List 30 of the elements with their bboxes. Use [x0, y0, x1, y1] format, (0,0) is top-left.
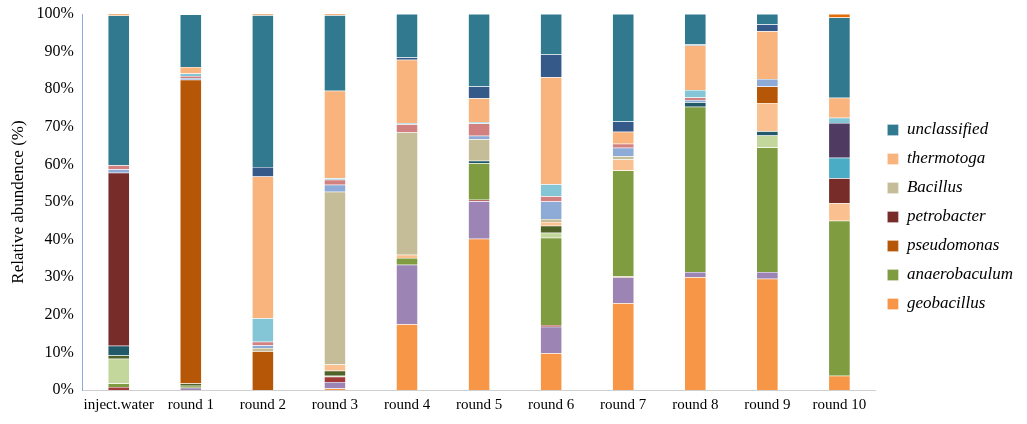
x-tick-label: round 7	[600, 395, 647, 412]
y-axis-title: Relative abundence (%)	[7, 120, 27, 284]
x-tick-label: round 5	[455, 395, 503, 412]
legend-label: thermotoga	[906, 148, 986, 168]
y-tick-label: 20%	[44, 305, 74, 322]
y-tick-label: 100%	[36, 4, 74, 22]
y-tick-label: 40%	[44, 229, 74, 247]
y-tick-label: 70%	[44, 117, 74, 134]
legend-label: geobacillus	[906, 293, 986, 313]
x-tick-label: round 2	[239, 395, 287, 412]
legend-label: anaerobaculum	[906, 264, 1013, 284]
y-tick-label: 50%	[44, 192, 74, 210]
y-tick-label: 30%	[44, 267, 74, 285]
x-tick-label: round 6	[528, 395, 575, 412]
legend-label: Bacillus	[906, 177, 964, 197]
legend-label: unclassified	[906, 119, 989, 139]
x-tick-label: round 8	[672, 395, 719, 412]
x-tick-label: round 9	[744, 395, 791, 412]
x-tick-label: round 1	[167, 395, 214, 412]
y-tick-label: 0%	[52, 380, 74, 398]
y-tick-label: 60%	[44, 154, 74, 172]
x-tick-label: inject.water	[83, 395, 154, 412]
legend-label: petrobacter	[905, 206, 986, 226]
y-tick-label: 90%	[44, 41, 74, 59]
x-tick-label: round 3	[311, 395, 359, 412]
x-tick-label: round 10	[812, 395, 867, 412]
legend-label: pseudomonas	[905, 235, 1000, 255]
x-tick-label: round 4	[383, 395, 431, 412]
y-tick-label: 80%	[44, 79, 74, 97]
y-tick-label: 10%	[44, 342, 74, 360]
